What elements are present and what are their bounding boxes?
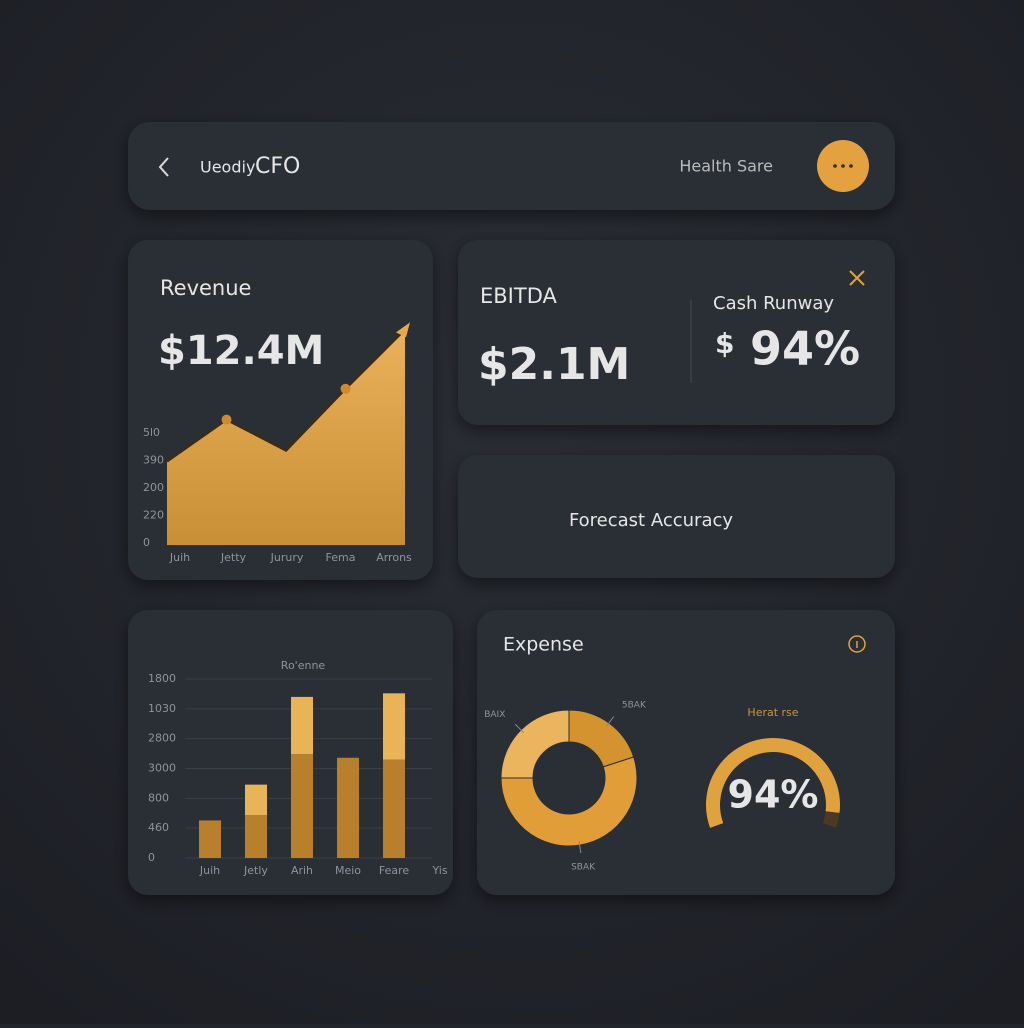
bar-title: Ro'enne	[281, 659, 326, 672]
y-axis-label: 200	[143, 481, 164, 494]
bar-segment	[199, 820, 221, 858]
slice-label: BAIX	[484, 710, 505, 720]
ebitda-title: EBITDA	[480, 284, 557, 308]
forecast-title: Forecast Accuracy	[569, 510, 733, 531]
arrow-head	[396, 322, 410, 338]
y-axis-label: 0	[148, 851, 155, 864]
forecast-card	[458, 455, 895, 578]
y-axis-label: 2800	[148, 732, 176, 745]
y-axis-label: 800	[148, 791, 169, 804]
expense-title: Expense	[503, 634, 584, 656]
bar-segment	[291, 754, 313, 858]
leader-line	[606, 716, 615, 727]
gauge-value: 94%	[728, 773, 819, 817]
health-status: Health Sare	[679, 157, 773, 176]
y-axis-label: 5l0	[143, 426, 160, 439]
x-axis-label: Juih	[199, 864, 220, 877]
header-prefix: Ueodiy	[200, 158, 255, 177]
x-axis-label: Jurury	[270, 551, 304, 564]
y-axis-label: 390	[143, 454, 164, 467]
x-axis-label: Jetty	[220, 551, 247, 564]
x-axis-label: Jetly	[243, 864, 268, 877]
revenue-title: Revenue	[160, 276, 251, 300]
cash-runway-title: Cash Runway	[713, 293, 834, 314]
bar-segment	[383, 693, 405, 760]
x-axis-label: Arih	[291, 864, 313, 877]
revenue-value: $12.4M	[158, 328, 324, 374]
leader-line	[514, 723, 525, 734]
slice-label: 5BAK	[622, 701, 647, 711]
x-axis-label: Fema	[326, 551, 356, 564]
y-axis-label: 3000	[148, 762, 176, 775]
point	[221, 414, 232, 425]
line	[166, 328, 406, 463]
x-axis-label: Yis	[431, 864, 447, 877]
header-bar	[128, 122, 895, 210]
y-axis-label: 1030	[148, 702, 176, 715]
bar-segment	[291, 696, 313, 755]
gauge-fill	[706, 738, 840, 828]
leader-line	[578, 841, 582, 854]
x-axis-label: Feare	[379, 864, 410, 877]
cash-runway-currency: $	[715, 327, 734, 360]
bar-segment	[245, 784, 267, 816]
area	[167, 329, 405, 545]
y-axis-label: 220	[143, 509, 164, 522]
y-axis-label: 460	[148, 821, 169, 834]
close-icon[interactable]	[849, 270, 865, 286]
header-title: CFO	[255, 154, 300, 179]
slice-label: SBAK	[571, 862, 596, 872]
y-axis-label: 0	[143, 536, 150, 549]
back-button[interactable]	[158, 157, 169, 177]
x-axis-label: Arrons	[376, 551, 412, 564]
point	[340, 383, 351, 394]
bar-segment	[337, 757, 359, 858]
ebitda-value: $2.1M	[478, 339, 630, 390]
x-axis-label: Juih	[169, 551, 190, 564]
x-axis-label: Meio	[335, 864, 361, 877]
cash-runway-value: 94%	[750, 322, 860, 376]
info-icon[interactable]	[848, 635, 866, 653]
gauge-title: Herat rse	[747, 706, 798, 719]
menu-button[interactable]	[817, 140, 869, 192]
bar-segment	[245, 815, 267, 858]
donut-slice	[500, 756, 638, 847]
bar-segment	[383, 759, 405, 858]
y-axis-label: 1800	[148, 672, 176, 685]
ebitda-card	[458, 240, 895, 425]
